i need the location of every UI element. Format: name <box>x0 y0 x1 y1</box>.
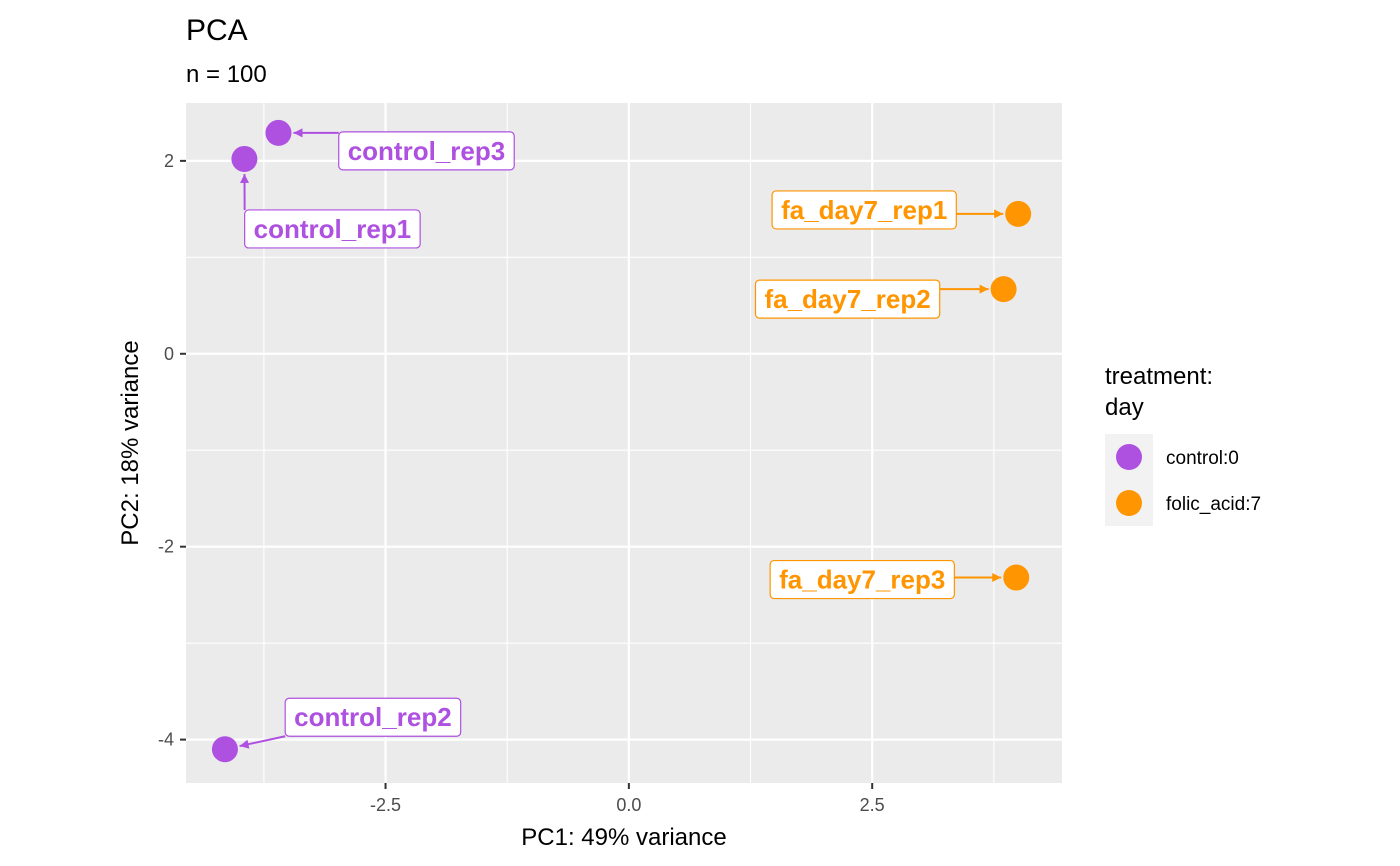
point-label-text: fa_day7_rep2 <box>764 284 930 314</box>
data-point-fa-day7-rep2 <box>990 276 1017 303</box>
point-label-control-rep1: control_rep1 <box>244 209 421 249</box>
point-label-box <box>771 190 957 230</box>
connector-arrowhead <box>992 573 1002 583</box>
point-label-box <box>338 131 515 171</box>
x-axis-title: PC1: 49% variance <box>521 824 726 851</box>
point-label-box <box>769 559 955 600</box>
point-label-text: fa_day7_rep3 <box>779 565 945 595</box>
point-label-text: control_rep1 <box>254 214 412 244</box>
x-tick-label: 2.5 <box>860 795 885 815</box>
y-tick-label: -4 <box>158 730 174 750</box>
data-point-fa-day7-rep1 <box>1005 200 1032 227</box>
x-tick-label: -2.5 <box>370 795 401 815</box>
data-point-fa-day7-rep3 <box>1003 564 1030 591</box>
connector-arrowhead <box>293 128 303 138</box>
chart-title: PCA <box>186 14 248 47</box>
legend-label-control: control:0 <box>1166 448 1239 469</box>
x-axis-ticks: -2.5 0.0 2.5 <box>370 783 885 815</box>
label-connectors <box>239 128 1004 749</box>
point-label-box <box>244 209 421 249</box>
connector-arrowhead <box>239 739 250 749</box>
y-axis-title: PC2: 18% variance <box>117 340 144 545</box>
point-label-box <box>754 279 941 319</box>
x-tick-label: 0.0 <box>616 795 641 815</box>
legend-key-control <box>1116 444 1142 470</box>
legend-key-folic-acid <box>1116 490 1142 516</box>
point-label-text: control_rep3 <box>348 136 506 166</box>
point-label-control-rep3: control_rep3 <box>338 131 515 171</box>
connector-arrowhead <box>994 209 1004 219</box>
point-label-text: fa_day7_rep1 <box>781 195 947 225</box>
point-label-box <box>284 697 462 737</box>
data-point-control-rep2 <box>211 736 238 763</box>
point-label-control-rep2: control_rep2 <box>284 697 462 737</box>
point-label-fa-day7-rep2: fa_day7_rep2 <box>754 279 941 319</box>
data-point-control-rep1 <box>231 145 258 172</box>
point-labels: control_rep1 control_rep2 control_rep3 fa_d… <box>244 131 957 737</box>
legend-title-line-1: treatment: <box>1105 363 1213 390</box>
y-tick-label: -2 <box>158 537 174 557</box>
data-point-control-rep3 <box>265 119 292 146</box>
connector-arrowhead <box>979 284 989 294</box>
y-axis-ticks: -4 -2 0 2 <box>158 151 186 750</box>
y-tick-label: 0 <box>164 344 174 364</box>
point-label-text: control_rep2 <box>294 702 452 732</box>
data-points <box>211 119 1032 763</box>
legend-title-line-2: day <box>1105 394 1144 421</box>
legend: treatment: day control:0 folic_acid:7 <box>1105 363 1261 526</box>
point-label-fa-day7-rep3: fa_day7_rep3 <box>769 559 955 600</box>
y-tick-label: 2 <box>164 151 174 171</box>
legend-label-folic-acid: folic_acid:7 <box>1166 494 1261 515</box>
chart-subtitle: n = 100 <box>186 61 267 88</box>
point-label-fa-day7-rep1: fa_day7_rep1 <box>771 190 957 230</box>
connector-arrowhead <box>240 173 250 183</box>
